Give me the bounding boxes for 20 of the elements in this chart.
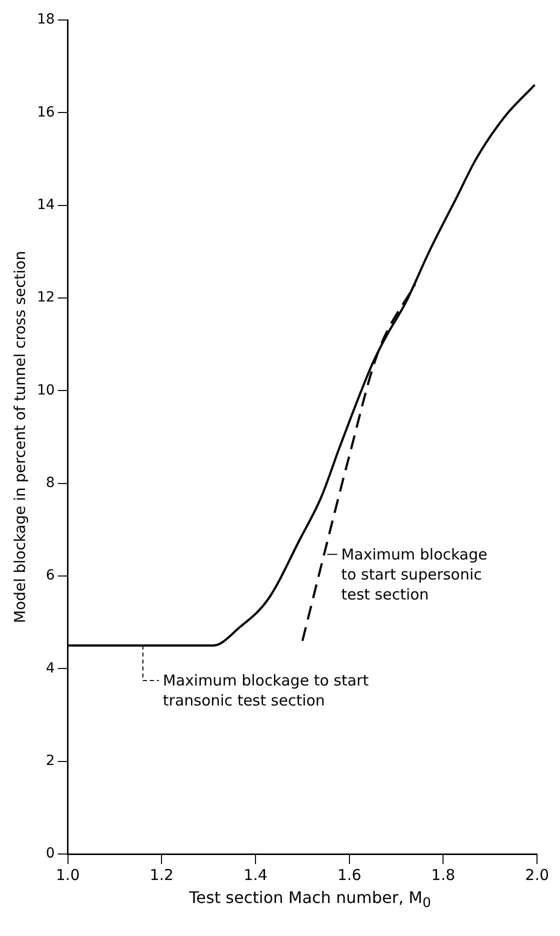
- y-axis-title: Model blockage in percent of tunnel cross section: [10, 250, 29, 624]
- x-tick-label: 1.6: [337, 866, 362, 884]
- y-tick-label: 4: [46, 660, 55, 676]
- x-axis-title: Test section Mach number, M$_{0}$: [188, 888, 432, 912]
- y-tick-label: 10: [36, 382, 55, 398]
- x-tick-label: 1.8: [431, 866, 456, 884]
- annotation: Maximum blockage to start transonic test section: [162, 672, 369, 710]
- y-tick-label: 14: [36, 196, 55, 213]
- x-tick-label: 1.2: [150, 866, 174, 884]
- x-tick-label: 1.4: [244, 866, 268, 884]
- y-tick-label: 0: [46, 846, 55, 862]
- y-tick-label: 16: [36, 104, 55, 120]
- y-tick-label: 2: [46, 752, 55, 769]
- y-tick-label: 18: [36, 12, 55, 28]
- y-tick-label: 6: [46, 568, 55, 584]
- x-tick-label: 2.0: [525, 866, 549, 884]
- x-tick-label: 1.0: [56, 866, 80, 884]
- annotation: Maximum blockage to start supersonic test section: [341, 545, 488, 604]
- y-tick-label: 8: [46, 474, 55, 491]
- y-tick-label: 12: [36, 290, 55, 306]
